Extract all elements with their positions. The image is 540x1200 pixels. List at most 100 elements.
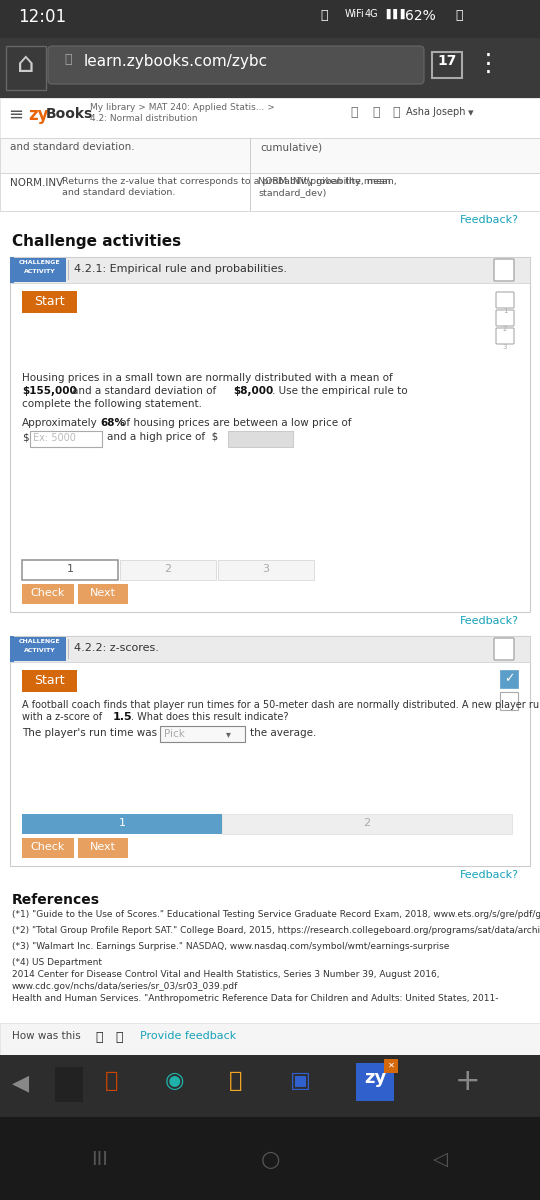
Bar	[10, 636, 530, 866]
Text: 2: 2	[503, 326, 507, 332]
Bar	[78, 584, 128, 604]
Text: Challenge activities: Challenge activities	[12, 234, 181, 248]
Bar	[384, 1058, 398, 1073]
Bar	[22, 584, 74, 604]
Text: and standard deviation.: and standard deviation.	[10, 142, 134, 152]
Bar	[356, 1063, 394, 1102]
Text: www.cdc.gov/nchs/data/series/sr_03/sr03_039.pdf: www.cdc.gov/nchs/data/series/sr_03/sr03_…	[12, 982, 238, 991]
Bar	[68, 260, 69, 280]
Text: standard_dev): standard_dev)	[258, 188, 326, 197]
Bar	[10, 257, 530, 283]
Bar	[10, 257, 14, 283]
Bar	[120, 560, 216, 580]
Bar	[22, 670, 77, 692]
Text: ✓: ✓	[504, 672, 514, 685]
Text: zy: zy	[364, 1069, 386, 1087]
Bar	[500, 692, 518, 710]
Text: 62%: 62%	[405, 8, 436, 23]
Bar	[222, 814, 512, 834]
Bar	[22, 838, 74, 858]
Text: and a high price of  $: and a high price of $	[107, 432, 218, 442]
Text: 2: 2	[363, 818, 370, 828]
Text: My library > MAT 240: Applied Statis... >: My library > MAT 240: Applied Statis... …	[90, 103, 275, 112]
FancyBboxPatch shape	[48, 46, 424, 84]
FancyBboxPatch shape	[494, 638, 514, 660]
Text: 4.2: Normal distribution: 4.2: Normal distribution	[90, 114, 198, 122]
Bar	[22, 814, 222, 834]
Text: References: References	[12, 893, 100, 907]
FancyBboxPatch shape	[496, 310, 514, 326]
Text: 1: 1	[66, 564, 73, 574]
Text: 👤: 👤	[392, 106, 400, 119]
Text: 68%: 68%	[100, 418, 125, 428]
Bar	[14, 258, 66, 282]
Text: NORM.INV: NORM.INV	[10, 178, 63, 188]
Bar	[250, 173, 251, 211]
Text: . What does this result indicate?: . What does this result indicate?	[131, 712, 288, 722]
FancyBboxPatch shape	[496, 292, 514, 308]
Text: (*2) "Total Group Profile Report SAT." College Board, 2015, https://research.col: (*2) "Total Group Profile Report SAT." C…	[12, 926, 540, 935]
Bar	[160, 726, 245, 742]
Text: (*4) US Department: (*4) US Department	[12, 958, 102, 967]
Text: 3: 3	[262, 564, 269, 574]
Text: and a standard deviation of: and a standard deviation of	[72, 386, 216, 396]
Text: Returns the z-value that corresponds to a probability given the mean: Returns the z-value that corresponds to …	[62, 176, 391, 186]
Text: ❓: ❓	[372, 106, 380, 119]
Bar	[218, 560, 314, 580]
Text: 4.2.2: z-scores.: 4.2.2: z-scores.	[74, 643, 159, 653]
Text: zy: zy	[28, 106, 49, 124]
Text: ▐▐▐: ▐▐▐	[382, 8, 404, 19]
Text: complete the following statement.: complete the following statement.	[22, 398, 202, 409]
Bar	[10, 636, 530, 662]
Text: 12:01: 12:01	[18, 8, 66, 26]
Text: Asha Joseph: Asha Joseph	[406, 107, 465, 116]
Bar	[10, 257, 530, 612]
Bar	[500, 670, 518, 688]
Text: 🔋: 🔋	[455, 8, 462, 22]
Text: (*1) "Guide to the Use of Scores." Educational Testing Service Graduate Record E: (*1) "Guide to the Use of Scores." Educa…	[12, 910, 540, 919]
Bar	[250, 138, 251, 173]
Text: (*3) "Walmart Inc. Earnings Surprise." NASDAQ, www.nasdaq.com/symbol/wmt/earning: (*3) "Walmart Inc. Earnings Surprise." N…	[12, 942, 449, 950]
Text: ○: ○	[260, 1150, 280, 1170]
Text: ≡: ≡	[8, 106, 23, 124]
Text: ⌂: ⌂	[17, 50, 35, 78]
FancyBboxPatch shape	[496, 328, 514, 344]
Text: 2: 2	[165, 564, 172, 574]
Text: ✕: ✕	[388, 1061, 395, 1070]
Text: Approximately: Approximately	[22, 418, 98, 428]
Text: 3: 3	[503, 344, 507, 350]
Text: ACTIVITY: ACTIVITY	[24, 269, 56, 274]
Text: WiFi: WiFi	[345, 8, 364, 19]
Text: ◀: ◀	[11, 1073, 29, 1093]
Text: $: $	[22, 432, 29, 442]
Text: with a z-score of: with a z-score of	[22, 712, 102, 722]
Text: ⋮: ⋮	[476, 52, 501, 76]
Text: ▾: ▾	[226, 728, 231, 739]
Text: the average.: the average.	[250, 728, 316, 738]
Text: . Use the empirical rule to: . Use the empirical rule to	[272, 386, 408, 396]
Text: 👍: 👍	[95, 1031, 103, 1044]
Text: ◉: ◉	[164, 1070, 184, 1091]
Text: Feedback?: Feedback?	[460, 215, 519, 226]
Text: A football coach finds that player run times for a 50-meter dash are normally di: A football coach finds that player run t…	[22, 700, 540, 710]
Text: cumulative): cumulative)	[260, 142, 322, 152]
Text: 4G: 4G	[365, 8, 379, 19]
Text: How was this: How was this	[12, 1031, 81, 1040]
Text: 1: 1	[503, 308, 507, 314]
Text: Books: Books	[46, 107, 93, 121]
Text: 🔕: 🔕	[320, 8, 327, 22]
Bar	[0, 1117, 540, 1200]
Text: 📋: 📋	[350, 106, 357, 119]
Text: Health and Human Services. "Anthropometric Reference Data for Children and Adult: Health and Human Services. "Anthropometr…	[12, 994, 498, 1003]
Text: +: +	[455, 1067, 481, 1096]
Text: Feedback?: Feedback?	[460, 870, 519, 880]
Text: $155,000: $155,000	[22, 386, 77, 396]
Bar	[6, 46, 46, 90]
Text: Start: Start	[33, 674, 64, 686]
Text: 🔒: 🔒	[64, 53, 71, 66]
Bar	[0, 138, 540, 173]
Text: NORM.INV(probability, mean,: NORM.INV(probability, mean,	[258, 176, 397, 186]
Text: Provide feedback: Provide feedback	[140, 1031, 237, 1040]
Text: of housing prices are between a low price of: of housing prices are between a low pric…	[120, 418, 352, 428]
Text: Housing prices in a small town are normally distributed with a mean of: Housing prices in a small town are norma…	[22, 373, 393, 383]
